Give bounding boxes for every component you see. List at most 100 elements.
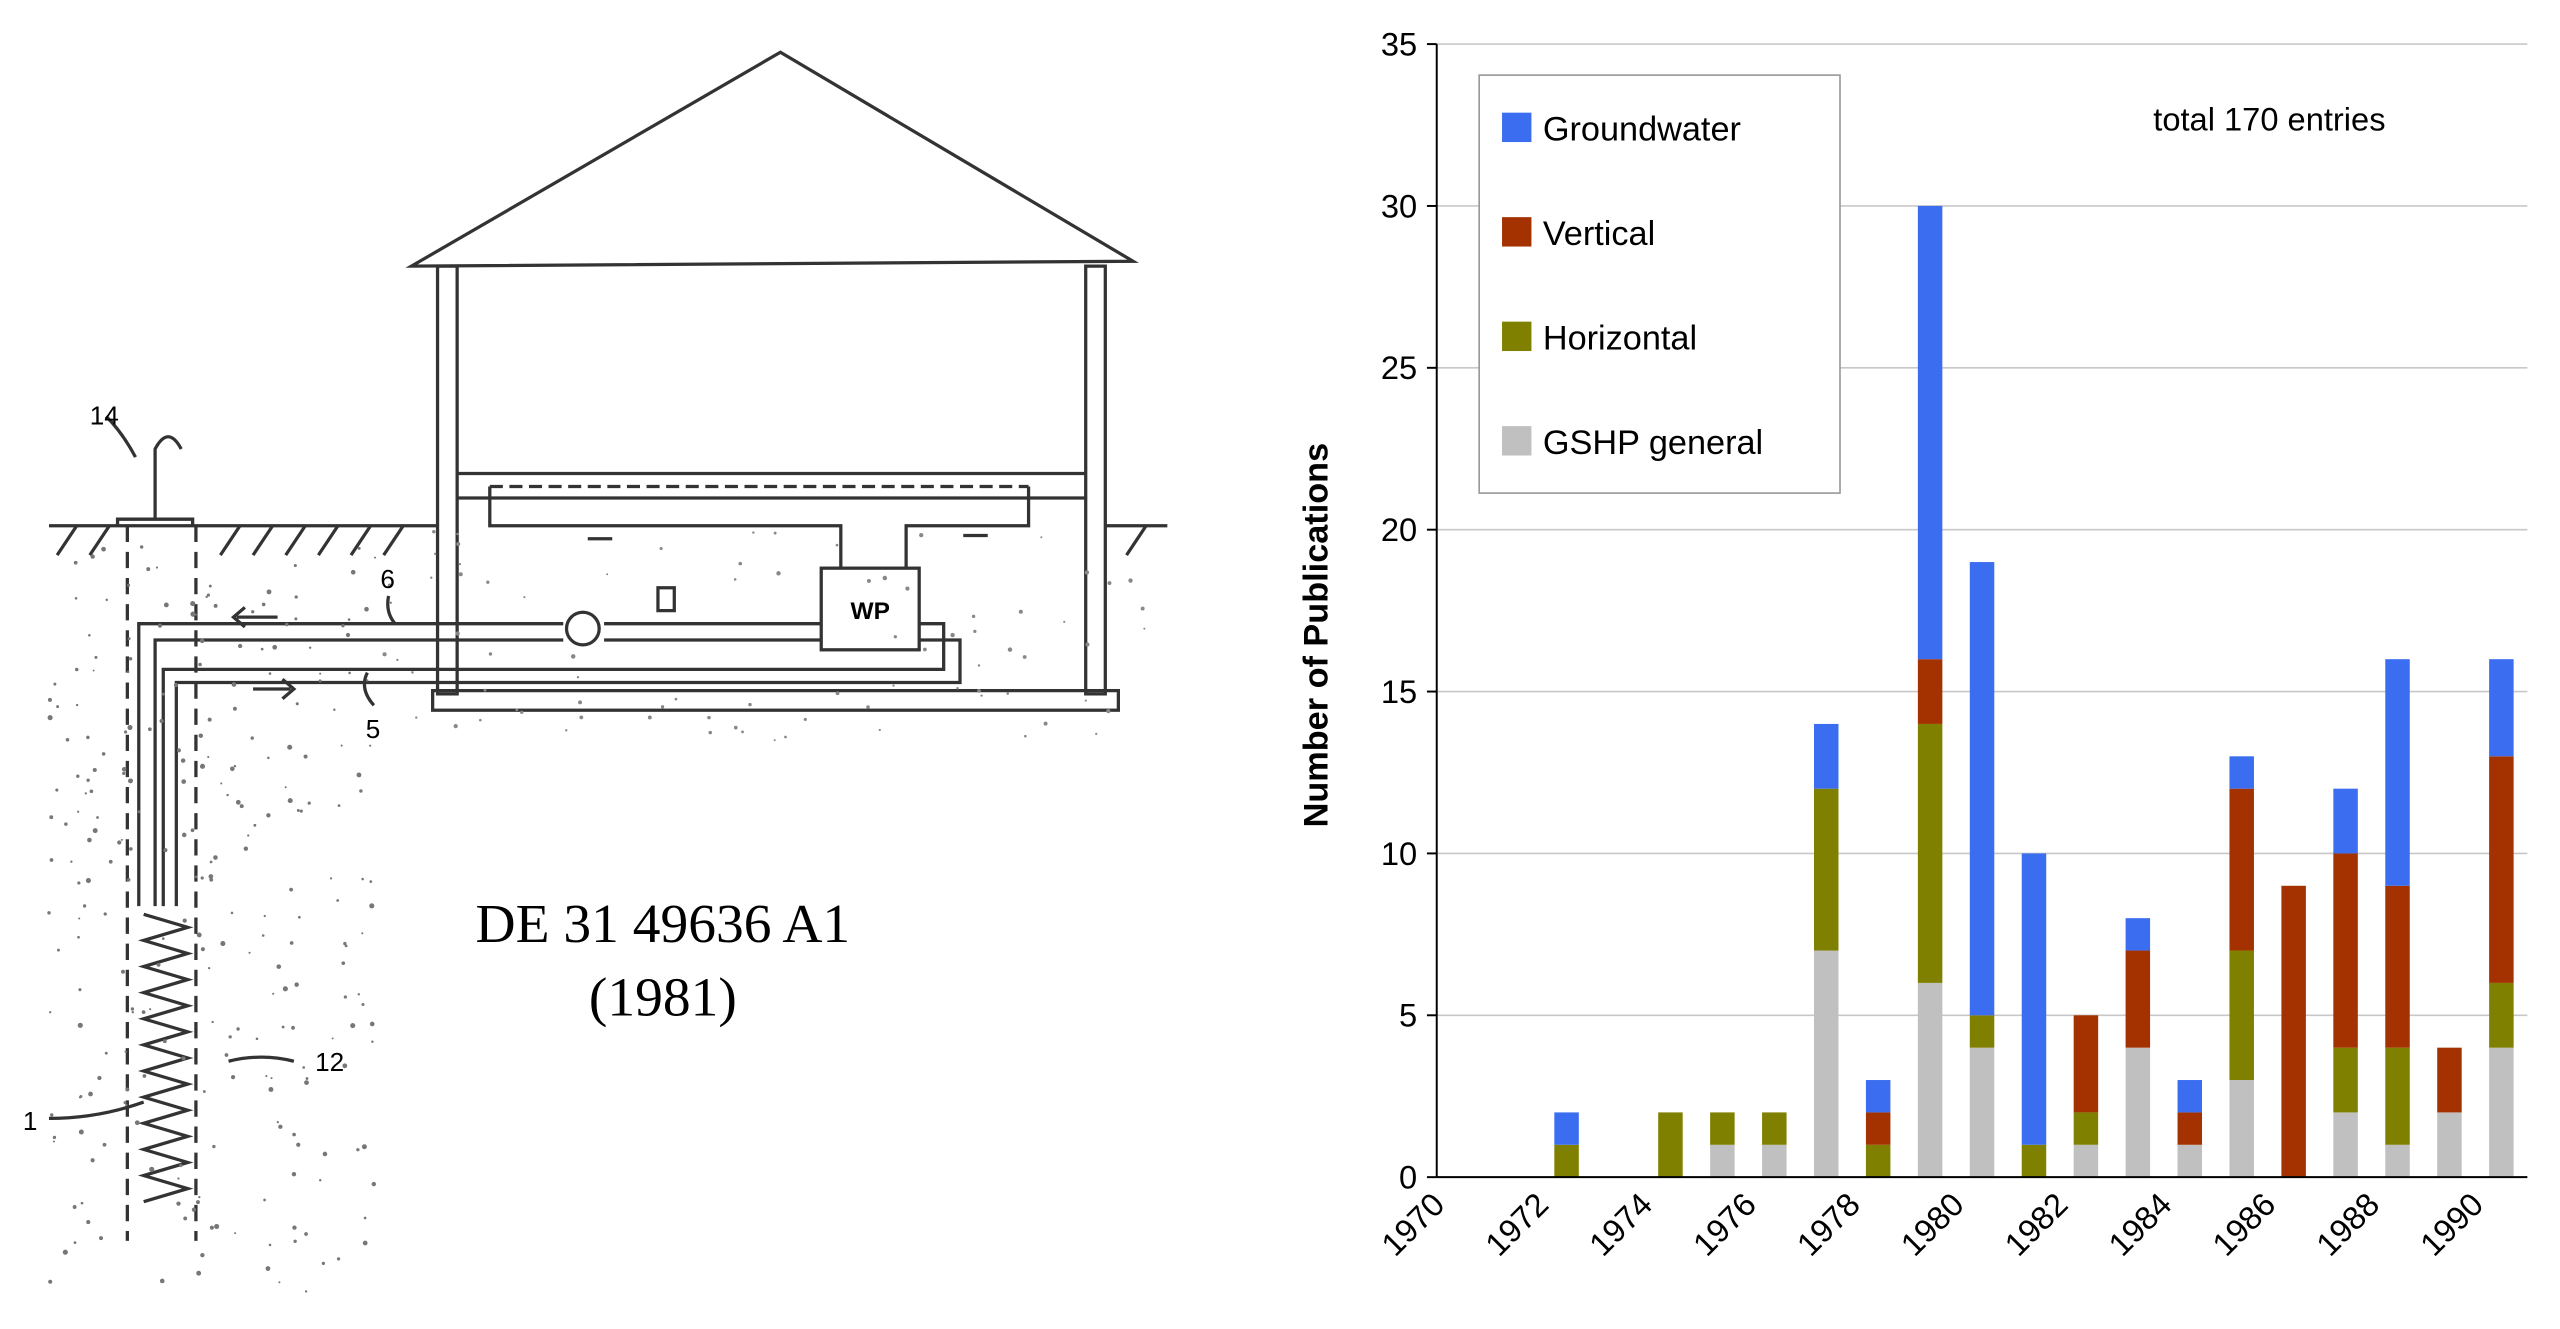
soil-dot (49, 1011, 52, 1014)
soil-dot (86, 778, 90, 782)
bar-segment (1917, 723, 1943, 983)
soil-dot (196, 1270, 202, 1276)
y-tick-label: 10 (1381, 835, 1417, 872)
soil-dot (752, 531, 755, 534)
soil-dot (304, 1080, 309, 1085)
soil-dot (369, 744, 372, 747)
soil-dot (123, 730, 128, 734)
soil-dot (230, 1074, 236, 1080)
soil-dot (199, 638, 205, 644)
soil-dot (52, 1140, 55, 1143)
soil-dot (173, 683, 179, 688)
soil-dot (212, 1144, 216, 1149)
soil-dot (866, 578, 871, 583)
soil-dot (415, 716, 418, 719)
soil-dot (131, 1010, 135, 1014)
bar-segment (1969, 1047, 1995, 1178)
bar-segment (1865, 1080, 1891, 1113)
soil-dot (374, 556, 377, 559)
soil-dot (455, 631, 460, 636)
bar-segment (2125, 950, 2151, 1048)
soil-dot (362, 1240, 368, 1246)
soil-dot (163, 602, 169, 608)
soil-dot (182, 918, 187, 923)
soil-dot (108, 859, 113, 864)
soil-dot (237, 643, 243, 649)
soil-dot (121, 767, 127, 772)
soil-dot (194, 875, 198, 879)
soil-dot (707, 715, 711, 720)
soil-dot (79, 1095, 83, 1098)
soil-dot (48, 1279, 53, 1284)
soil-dot (835, 691, 840, 696)
valve (656, 586, 676, 613)
soil-dot (56, 948, 60, 952)
soil-dot (78, 1129, 84, 1135)
soil-dot (196, 1200, 200, 1205)
legend-swatch (1502, 426, 1532, 456)
soil-dot (345, 632, 351, 638)
soil-dot (155, 566, 159, 569)
soil-dot (211, 1020, 214, 1024)
soil-dot (341, 961, 346, 965)
soil-dot (287, 744, 293, 750)
soil-dot (234, 1232, 237, 1235)
soil-dot (267, 756, 270, 760)
soil-dot (660, 705, 665, 709)
soil-dot (298, 915, 301, 919)
bar-segment (1917, 982, 1943, 1178)
soil-dot (674, 697, 678, 701)
pipe (137, 622, 946, 907)
soil-dot (266, 589, 272, 595)
soil-dot (733, 725, 738, 730)
bar-segment (1865, 1144, 1891, 1178)
soil-dot (357, 546, 361, 550)
bar-segment (1554, 1112, 1579, 1145)
soil-dot (243, 846, 249, 851)
soil-dot (120, 838, 123, 841)
bar-segment (2333, 1047, 2358, 1113)
soil-dot (265, 1266, 271, 1271)
soil-dot (47, 697, 52, 702)
bar-segment (1762, 1112, 1787, 1145)
soil-dot (319, 1179, 322, 1182)
y-tick-label: 20 (1381, 511, 1417, 548)
y-tick-label: 5 (1399, 997, 1417, 1034)
y-tick-label: 30 (1381, 187, 1417, 224)
legend-label: Vertical (1543, 215, 1655, 253)
callout: 6 (380, 564, 395, 594)
soil-dot (343, 941, 347, 946)
soil-dot (268, 1086, 274, 1092)
soil-dot (102, 1142, 107, 1147)
bar-segment (2073, 1015, 2099, 1113)
soil-dot (56, 705, 60, 709)
soil-dot (307, 801, 311, 805)
callout: 1 (23, 1106, 38, 1136)
soil-dot (579, 715, 584, 720)
legend-label: Groundwater (1543, 110, 1741, 148)
soil-dot (159, 1278, 165, 1284)
soil-dot (361, 877, 364, 881)
soil-dot (99, 1236, 103, 1241)
callout: 5 (366, 714, 381, 744)
soil-dot (432, 529, 436, 534)
soil-dot (125, 1103, 128, 1107)
soil-dot (1006, 692, 1010, 695)
soil-dot (293, 563, 297, 568)
soil-dot (287, 798, 293, 804)
soil-dot (183, 1216, 188, 1221)
soil-dot (253, 823, 257, 827)
soil-dot (479, 718, 482, 722)
soil-dot (213, 603, 218, 608)
soil-dot (156, 962, 161, 967)
soil-dot (89, 789, 94, 794)
soil-dot (304, 1290, 308, 1293)
soil-dot (565, 729, 568, 732)
soil-dot (233, 764, 237, 768)
soil-dot (124, 1050, 127, 1053)
soil-dot (1128, 578, 1133, 583)
soil-dot (430, 576, 433, 579)
soil-dot (265, 1075, 268, 1078)
soil-dot (878, 728, 881, 732)
